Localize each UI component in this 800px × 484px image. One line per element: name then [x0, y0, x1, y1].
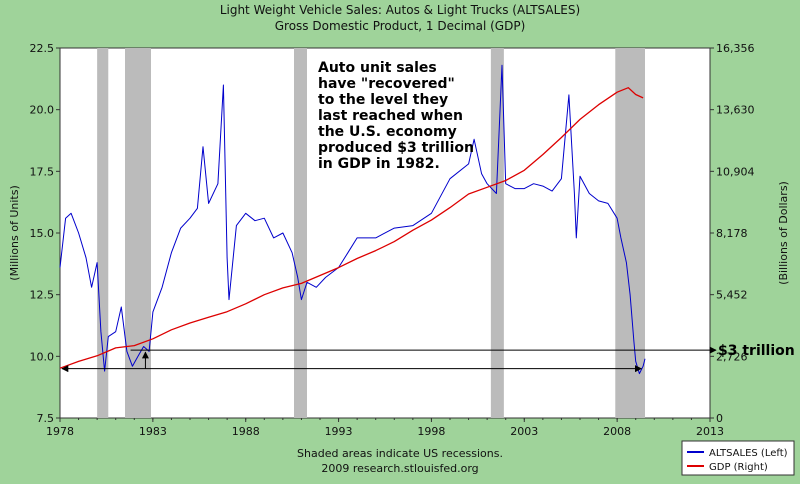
right-axis-label: (Billions of Dollars) [777, 181, 790, 285]
footer-recessions-note: Shaded areas indicate US recessions. [297, 447, 503, 460]
x-axis: 1978 1983 1988 1993 1998 2003 2008 2013 [46, 418, 724, 438]
x-tick-label-1998: 1998 [417, 425, 445, 438]
x-tick-label-2013: 2013 [696, 425, 724, 438]
footer-source: 2009 research.stlouisfed.org [321, 462, 478, 475]
right-tick-label: 13,630 [716, 104, 755, 117]
legend-entry-altsales: ALTSALES (Left) [709, 448, 788, 459]
x-tick-label-1988: 1988 [232, 425, 260, 438]
gdp-3-trillion-label: $3 trillion [718, 343, 795, 359]
right-tick-label: 0 [716, 412, 723, 425]
right-tick-label: 5,452 [716, 289, 748, 302]
chart-subtitle: Gross Domestic Product, 1 Decimal (GDP) [275, 19, 526, 33]
legend-entry-gdp: GDP (Right) [709, 462, 768, 473]
recession-band-3 [490, 48, 504, 418]
left-tick-label: 12.5 [30, 289, 55, 302]
series-line-altsales [59, 64, 646, 375]
right-tick-label: 10,904 [716, 165, 755, 178]
chart-title: Light Weight Vehicle Sales: Autos & Ligh… [220, 3, 580, 17]
right-tick-label: 8,178 [716, 227, 748, 240]
left-tick-label: 17.5 [30, 165, 55, 178]
left-y-axis: 7.5 10.0 12.5 15.0 17.5 20.0 22.5 [30, 42, 60, 425]
right-tick-label: 16,356 [716, 42, 755, 55]
left-tick-label: 20.0 [30, 104, 55, 117]
x-tick-label-2003: 2003 [510, 425, 538, 438]
annotation-text: Auto unit sales have "recovered" to the … [318, 60, 479, 172]
right-y-axis: 0 2,726 5,452 8,178 10,904 13,630 16,356 [710, 42, 755, 425]
x-tick-label-1978: 1978 [46, 425, 74, 438]
left-tick-label: 22.5 [30, 42, 55, 55]
x-tick-label-2008: 2008 [603, 425, 631, 438]
series-lines [59, 64, 646, 375]
series-line-gdp [59, 87, 644, 369]
legend: ALTSALES (Left) GDP (Right) [681, 440, 795, 476]
recession-bands [97, 48, 645, 418]
x-tick-label-1983: 1983 [139, 425, 167, 438]
recession-band-2 [294, 48, 307, 418]
left-axis-label: (Millions of Units) [8, 185, 21, 280]
left-tick-label: 10.0 [30, 350, 55, 363]
reference-arrows: $3 trillion [61, 343, 795, 373]
recession-band-0 [97, 48, 109, 418]
recession-band-1 [125, 48, 151, 418]
right-tick-label: 2,726 [716, 350, 748, 363]
left-tick-label: 7.5 [37, 412, 55, 425]
x-tick-label-1993: 1993 [325, 425, 353, 438]
left-tick-label: 15.0 [30, 227, 55, 240]
